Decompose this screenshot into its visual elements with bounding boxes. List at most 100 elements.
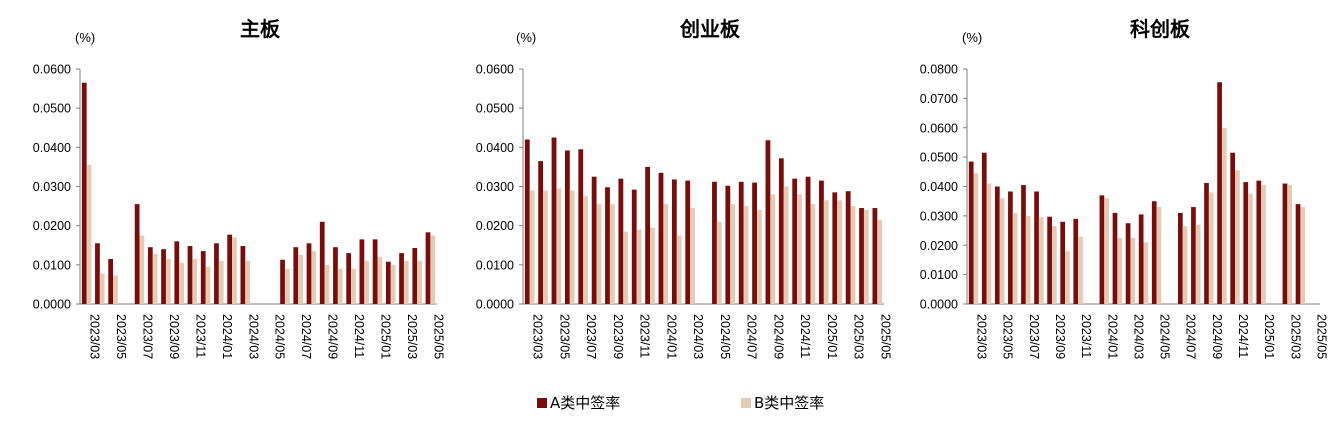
bar-b-2023/12 <box>650 227 655 304</box>
bar-b-2023/03 <box>529 190 535 304</box>
chart-panel-2: 创业板 (%) 0.0000 0.0100 0.0200 0.0300 0.0400 0.05… <box>476 17 893 359</box>
bar-b-2023/08 <box>1038 217 1044 304</box>
bar-a-2024/03 <box>685 180 691 304</box>
bar-b-2024/05 <box>1156 207 1162 304</box>
bar-b-2023/11 <box>636 229 642 304</box>
bar-a-2024/03 <box>240 246 246 304</box>
bar-b-2024/02 <box>232 237 237 304</box>
x-tick-label: 2024/09 <box>771 314 785 359</box>
bar-b-2024/09 <box>324 264 330 304</box>
bar-b-2025/03 <box>403 260 409 304</box>
bar-b-2024/12 <box>364 260 370 304</box>
x-tick-label: 2025/05 <box>878 314 892 359</box>
x-tick-label: 2025/01 <box>1262 314 1276 359</box>
legend: A类中签率 B类中签率 <box>537 394 824 412</box>
bar-a-2023/09 <box>605 187 610 304</box>
bar-b-2024/07 <box>743 206 749 304</box>
bar-a-2025/01 <box>372 239 378 304</box>
bar-a-2024/10 <box>1217 82 1222 304</box>
bar-b-2023/12 <box>205 266 211 304</box>
legend-swatch-b <box>741 398 751 408</box>
x-tick-label: 2023/07 <box>1027 314 1041 359</box>
bar-b-2023/11 <box>1078 236 1083 304</box>
x-tick-label: 2024/05 <box>718 314 732 359</box>
bar-b-2023/04 <box>986 183 992 304</box>
bar-b-2024/03 <box>245 260 251 304</box>
bar-b-2023/05 <box>999 198 1005 304</box>
bar-a-2024/03 <box>1125 223 1131 304</box>
bar-b-2023/08 <box>596 204 602 304</box>
x-tick-label: 2023/09 <box>167 314 181 359</box>
y-tick-label: 0.0100 <box>476 258 514 272</box>
bar-b-2023/09 <box>165 258 171 304</box>
bar-b-2024/01 <box>663 204 669 304</box>
y-tick-label: 0.0400 <box>920 180 958 194</box>
bar-b-2025/04 <box>417 260 422 304</box>
y-tick-label: 0.0400 <box>476 141 514 155</box>
bar-a-2025/04 <box>412 247 418 304</box>
x-tick-label: 2025/05 <box>431 314 445 359</box>
x-tick-label: 2023/11 <box>193 314 207 358</box>
bar-b-2023/10 <box>623 231 629 304</box>
bar-b-2024/11 <box>797 194 802 304</box>
y-unit-label: (%) <box>516 30 536 45</box>
bar-a-2023/05 <box>994 186 1000 304</box>
bar-a-2023/08 <box>1034 191 1039 304</box>
bar-a-2023/08 <box>591 176 597 304</box>
bar-b-2024/09 <box>1208 192 1214 304</box>
bar-b-2024/08 <box>311 251 317 304</box>
x-tick-label: 2025/01 <box>379 314 393 359</box>
y-tick-label: 0.0000 <box>920 298 958 312</box>
y-tick-label: 0.0600 <box>476 63 514 77</box>
bar-a-2025/03 <box>399 253 404 304</box>
x-tick-label: 2024/11 <box>798 314 812 358</box>
y-tick-label: 0.0800 <box>920 63 958 77</box>
bar-b-2024/12 <box>810 204 816 304</box>
y-tick-label: 0.0500 <box>920 151 958 165</box>
x-tick-label: 2023/03 <box>531 314 545 359</box>
bar-a-2023/04 <box>95 243 100 304</box>
bar-a-2024/11 <box>346 253 352 304</box>
bar-a-2024/09 <box>765 140 771 304</box>
bar-b-2024/02 <box>676 235 682 304</box>
bar-a-2023/12 <box>200 251 206 304</box>
bar-b-2025/05 <box>430 235 436 304</box>
legend-label-b: B类中签率 <box>754 394 824 412</box>
bar-a-2024/02 <box>227 234 233 304</box>
x-tick-label: 2023/07 <box>141 314 155 359</box>
bar-a-2024/01 <box>214 243 219 304</box>
x-tick-label: 2023/07 <box>584 314 598 359</box>
y-tick-label: 0.0300 <box>476 180 514 194</box>
bar-b-2023/04 <box>99 273 105 304</box>
bar-a-2023/05 <box>108 258 114 304</box>
chart-title: 创业板 <box>679 17 741 41</box>
bar-b-2024/01 <box>218 260 224 304</box>
x-tick-label: 2023/11 <box>638 314 652 358</box>
bar-a-2024/02 <box>1112 212 1118 304</box>
bar-a-2025/02 <box>832 192 838 304</box>
bar-a-2025/04 <box>859 208 864 304</box>
bar-a-2024/06 <box>280 259 285 304</box>
chart-panel-3: 科创板 (%) 0.0000 0.0100 0.0200 0.0300 0.0400 0.05… <box>920 17 1329 359</box>
bar-a-2023/07 <box>134 204 140 304</box>
bar-a-2024/07 <box>293 247 299 304</box>
x-tick-label: 2024/05 <box>273 314 287 359</box>
x-tick-label: 2025/01 <box>825 314 839 359</box>
bar-a-2024/10 <box>333 247 338 304</box>
bar-a-2025/04 <box>1295 204 1301 304</box>
bar-b-2023/05 <box>113 275 118 304</box>
x-tick-label: 2024/09 <box>1210 314 1224 359</box>
x-tick-label: 2024/05 <box>1158 314 1172 359</box>
bar-b-2025/02 <box>837 200 843 304</box>
x-tick-label: 2023/09 <box>611 314 625 359</box>
bar-b-2024/11 <box>1235 170 1240 304</box>
chart-title: 科创板 <box>1130 17 1191 41</box>
bar-b-2023/10 <box>1065 251 1070 304</box>
bar-b-2025/05 <box>877 219 883 304</box>
bar-b-2024/11 <box>351 268 356 304</box>
x-tick-label: 2025/03 <box>1288 314 1302 359</box>
bar-b-2024/10 <box>1221 127 1227 304</box>
bar-a-2024/09 <box>1204 182 1209 304</box>
x-tick-label: 2025/05 <box>1314 314 1328 359</box>
